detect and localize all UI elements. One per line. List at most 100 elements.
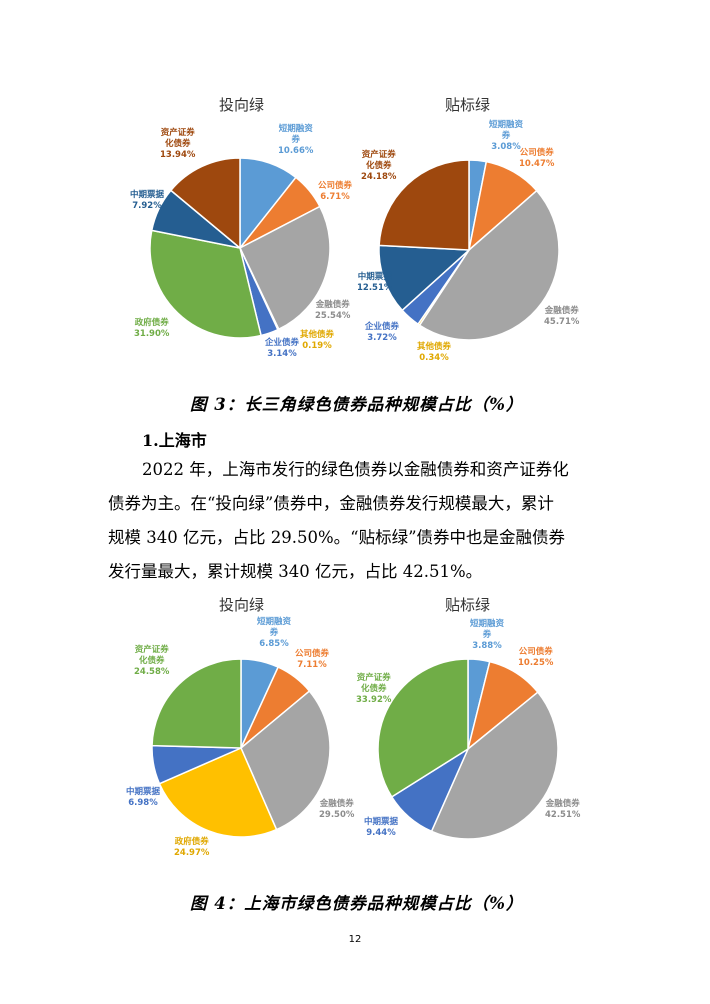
slice-label-value: 25.54%	[315, 311, 351, 321]
slice-label: 资产证券 化债券 24.58%	[134, 645, 169, 678]
slice-label-value: 10.47%	[519, 159, 555, 169]
slice-label-value: 24.18%	[361, 172, 397, 182]
page-number: 12	[348, 934, 362, 945]
slice-label-value: 3.08%	[491, 142, 521, 152]
pie-chart-f4-labeled-green	[377, 658, 559, 840]
slice-label: 金融债券 45.71%	[544, 306, 579, 328]
slice-label-name: 公司债券	[519, 148, 554, 158]
slice-label-value: 7.11%	[297, 660, 327, 670]
slice-label-name-cont: 券	[501, 131, 511, 141]
pie-slice	[151, 658, 242, 749]
pie-chart-f4-investment-green	[151, 658, 331, 838]
slice-label-name-cont: 化债券	[138, 656, 165, 666]
slice-label: 短期融资券 3.88%	[470, 619, 504, 652]
figure-caption: 图 3：长三角绿色债券品种规模占比（%）	[190, 395, 524, 414]
slice-label-name: 资产证券	[160, 128, 195, 138]
slice-label: 金融债券 25.54%	[315, 300, 350, 322]
slice-label-value: 42.51%	[545, 810, 581, 820]
slice-label-value: 0.34%	[419, 353, 449, 363]
slice-label-value: 29.50%	[319, 810, 355, 820]
slice-label-value: 0.19%	[302, 341, 332, 351]
slice-label-value: 33.92%	[356, 695, 392, 705]
slice-label: 中期票据 6.98%	[126, 787, 160, 809]
paragraph-line: 规模 340 亿元，占比 29.50%。“贴标绿”债券中也是金融债券	[108, 528, 566, 547]
slice-label-name: 金融债券	[544, 306, 579, 316]
slice-label-name: 资产证券	[361, 150, 396, 160]
pie-slice	[240, 690, 331, 831]
slice-label-value: 10.66%	[278, 146, 314, 156]
slice-label-name: 短期融资	[489, 120, 524, 130]
slice-label-name-cont: 化债券	[164, 139, 191, 149]
slice-label-name: 公司债券	[518, 647, 553, 657]
slice-label-name: 公司债券	[318, 181, 353, 191]
slice-label-value: 6.85%	[259, 639, 289, 649]
slice-label-name: 企业债券	[265, 338, 300, 348]
paragraph-line: 发行量最大，累计规模 340 亿元，占比 42.51%。	[108, 562, 483, 581]
slice-label-value: 12.51%	[357, 283, 393, 293]
slice-label-name: 中期票据	[130, 190, 165, 200]
slice-label: 企业债券 3.72%	[365, 322, 399, 344]
paragraph-line: 2022 年，上海市发行的绿色债券以金融债券和资产证券化	[142, 460, 569, 479]
slice-label-name-cont: 化债券	[365, 161, 392, 171]
slice-label: 公司债券 6.71%	[318, 181, 352, 203]
pie-chart-f3-investment-green	[149, 157, 331, 339]
slice-label-value: 3.88%	[472, 641, 502, 651]
slice-label-name: 中期票据	[126, 787, 161, 797]
slice-label-name: 短期融资	[470, 619, 505, 629]
pie-slice	[158, 747, 278, 838]
slice-label: 公司债券 7.11%	[295, 649, 329, 671]
slice-label: 金融债券 42.51%	[545, 799, 580, 821]
slice-label-name: 政府债券	[134, 318, 169, 328]
slice-label-value: 3.14%	[267, 349, 297, 359]
slice-label: 中期票据 12.51%	[357, 272, 392, 294]
slice-label-name-cont: 券	[291, 135, 300, 145]
slice-label: 短期融资券 6.85%	[257, 617, 291, 650]
slice-label: 政府债券 31.90%	[134, 318, 169, 340]
chart-title: 贴标绿	[445, 596, 491, 614]
slice-label-name-cont: 券	[482, 630, 492, 640]
slice-label-value: 13.94%	[160, 150, 196, 160]
paragraph-line: 债券为主。在“投向绿”债券中，金融债券发行规模最大，累计	[108, 494, 554, 513]
slice-label-name: 短期融资	[257, 617, 292, 627]
section-paragraph: 2022 年，上海市发行的绿色债券以金融债券和资产证券化 债券为主。在“投向绿”…	[108, 453, 608, 589]
pie-chart-f3-labeled-green	[378, 159, 560, 341]
slice-label: 短期融资券 3.08%	[489, 120, 523, 153]
slice-label-name: 资产证券	[356, 673, 391, 683]
figure-caption: 图 4：上海市绿色债券品种规模占比（%）	[190, 894, 524, 913]
slice-label-name: 金融债券	[545, 799, 580, 809]
slice-label-name: 中期票据	[364, 817, 399, 827]
slice-label-name: 其他债券	[300, 330, 335, 340]
pie-slice	[239, 205, 331, 331]
pie-slice	[418, 189, 560, 341]
slice-label-value: 24.97%	[174, 848, 210, 858]
slice-label: 企业债券 3.14%	[265, 338, 299, 360]
slice-label-value: 9.44%	[366, 828, 396, 838]
pie-slice	[169, 157, 241, 250]
slice-label-name: 短期融资	[278, 124, 313, 134]
slice-label-name-cont: 券	[269, 628, 279, 638]
slice-label-name: 金融债券	[315, 300, 350, 310]
pie-slice	[378, 159, 470, 251]
slice-label-value: 24.58%	[134, 667, 170, 677]
slice-label: 金融债券 29.50%	[319, 799, 354, 821]
slice-label-value: 10.25%	[518, 658, 554, 668]
slice-label: 其他债券 0.34%	[417, 342, 451, 364]
slice-label-value: 6.98%	[128, 798, 158, 808]
slice-label-value: 31.90%	[134, 329, 170, 339]
slice-label-name: 资产证券	[134, 645, 169, 655]
slice-label: 政府债券 24.97%	[174, 837, 209, 859]
slice-label-name: 其他债券	[417, 342, 452, 352]
slice-label: 中期票据 9.44%	[364, 817, 398, 839]
slice-label-name: 企业债券	[365, 322, 400, 332]
chart-title: 贴标绿	[445, 96, 491, 114]
slice-label: 公司债券 10.47%	[519, 148, 554, 170]
pie-slice	[377, 658, 469, 798]
slice-label-value: 6.71%	[320, 192, 350, 202]
pie-slice	[378, 244, 471, 312]
slice-label-name: 中期票据	[357, 272, 392, 282]
slice-label-name-cont: 化债券	[360, 684, 387, 694]
slice-label-name: 政府债券	[174, 837, 209, 847]
slice-label: 其他债券 0.19%	[300, 330, 334, 352]
slice-label-name: 金融债券	[319, 799, 354, 809]
slice-label: 资产证券 化债券 24.18%	[361, 150, 396, 183]
